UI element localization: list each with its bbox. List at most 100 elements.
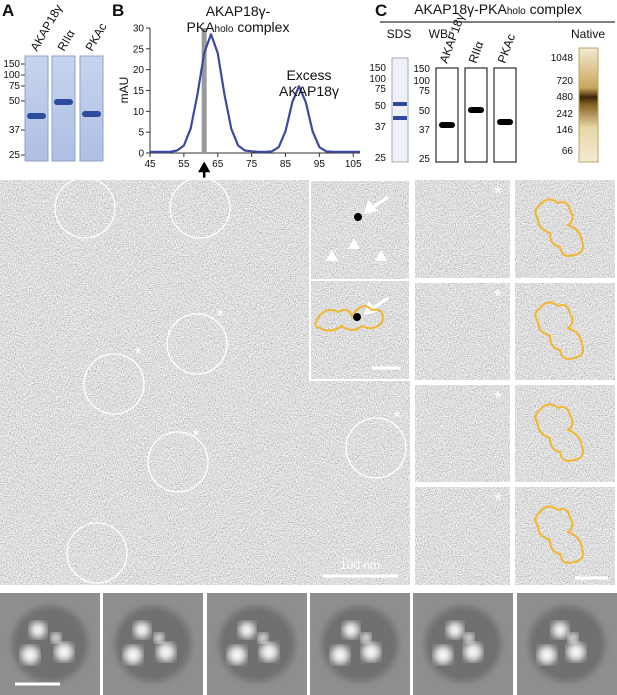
micrograph: [515, 283, 615, 380]
marker-label: 50: [9, 96, 21, 107]
x-tick-label: 55: [178, 159, 190, 170]
particle-circle: [345, 417, 407, 479]
particle-circle: [147, 431, 209, 493]
panel-title: AKAP18γ-PKAholo complex: [414, 1, 582, 17]
blot-band: [439, 122, 455, 128]
outline: [314, 305, 384, 332]
asterisk: *: [393, 408, 400, 428]
gel-band: [82, 111, 101, 117]
y-axis-label: mAU: [117, 77, 131, 104]
outline: [534, 403, 584, 462]
class-density: [362, 643, 380, 661]
marker-label: 150: [369, 63, 386, 74]
y-tick-label: 0: [138, 149, 144, 160]
title-part: holo: [507, 6, 526, 17]
x-tick-label: 105: [345, 159, 362, 170]
marker-label: 100: [413, 76, 430, 87]
panel-label: A: [2, 1, 14, 20]
micrograph: [515, 385, 615, 482]
lane-heading: Native: [571, 27, 605, 41]
gel-band: [54, 99, 73, 105]
marker-label: 25: [419, 154, 431, 165]
y-tick-label: 10: [133, 107, 145, 118]
title-part: complex: [526, 1, 582, 17]
class-density: [51, 633, 61, 643]
arrow: [363, 195, 389, 215]
fraction-arrow: [198, 161, 211, 178]
y-tick-label: 25: [133, 44, 145, 55]
class-density: [343, 622, 359, 638]
annotation: AKAP18γ-: [206, 3, 271, 19]
class-density: [260, 643, 278, 661]
asterisk: *: [216, 306, 223, 326]
class-density: [464, 633, 474, 643]
marker-label: 37: [419, 125, 431, 136]
native-lane: [578, 47, 599, 163]
panel-label: B: [112, 1, 124, 20]
micrograph: [515, 487, 615, 585]
class-density: [464, 643, 482, 661]
annotation: Excess: [286, 67, 331, 83]
blot-lane: [464, 67, 488, 163]
gold-dot: [353, 313, 361, 321]
blot-band: [468, 107, 484, 113]
class-halo: [115, 606, 191, 682]
class-density: [157, 643, 175, 661]
y-tick-label: 20: [133, 65, 145, 76]
asterisk: *: [134, 344, 141, 364]
class-halo: [322, 606, 398, 682]
gold-dot: [354, 213, 362, 221]
marker-label: 100: [369, 74, 386, 85]
lane-label: RIIα: [466, 39, 487, 65]
gel-band: [393, 116, 407, 120]
arrowhead: [375, 250, 387, 261]
marker-label: 146: [556, 125, 573, 136]
lane-heading: WB:: [429, 27, 452, 41]
class-density: [21, 646, 39, 664]
marker-label: 242: [556, 109, 573, 120]
lane-heading: SDS: [387, 27, 412, 41]
gel-lane: [79, 55, 104, 162]
class-density: [567, 643, 585, 661]
particle-circle: [83, 353, 145, 415]
outline: [534, 505, 584, 564]
particle-circle: [54, 177, 116, 239]
asterisk: *: [494, 388, 502, 410]
x-tick-label: 65: [212, 159, 224, 170]
particle-circle: [169, 177, 231, 239]
gel-lane: [391, 57, 409, 163]
marker-label: 50: [419, 106, 431, 117]
chromatogram-line: [150, 33, 360, 153]
lane-label: PKAc: [82, 21, 109, 54]
marker-label: 720: [556, 76, 573, 87]
x-tick-label: 45: [144, 159, 156, 170]
selected-fraction: [201, 28, 207, 153]
blot-lane: [435, 67, 459, 163]
micrograph: [415, 487, 510, 585]
marker-label: 150: [413, 64, 430, 75]
marker-label: 50: [375, 101, 387, 112]
marker-label: 37: [375, 122, 387, 133]
marker-label: 75: [375, 84, 387, 95]
lane-label: RIIα: [54, 27, 77, 53]
gel-band: [393, 102, 407, 106]
class-density: [361, 633, 371, 643]
marker-label: 75: [419, 86, 431, 97]
arrowhead: [326, 250, 338, 261]
micrograph: [515, 180, 615, 278]
particle-circle: [66, 522, 128, 584]
asterisk: *: [494, 286, 502, 308]
class-density: [258, 633, 268, 643]
marker-label: 480: [556, 92, 573, 103]
particle-circle: [166, 313, 228, 375]
blot-lane: [493, 67, 517, 163]
class-density: [124, 646, 142, 664]
blot-band: [497, 119, 513, 125]
asterisk: *: [494, 183, 502, 205]
lane-label: PKAc: [495, 32, 518, 65]
gel-lane: [24, 55, 49, 162]
annotation-part: holo: [215, 24, 234, 35]
annotation-part: complex: [233, 19, 289, 35]
class-density: [552, 622, 568, 638]
